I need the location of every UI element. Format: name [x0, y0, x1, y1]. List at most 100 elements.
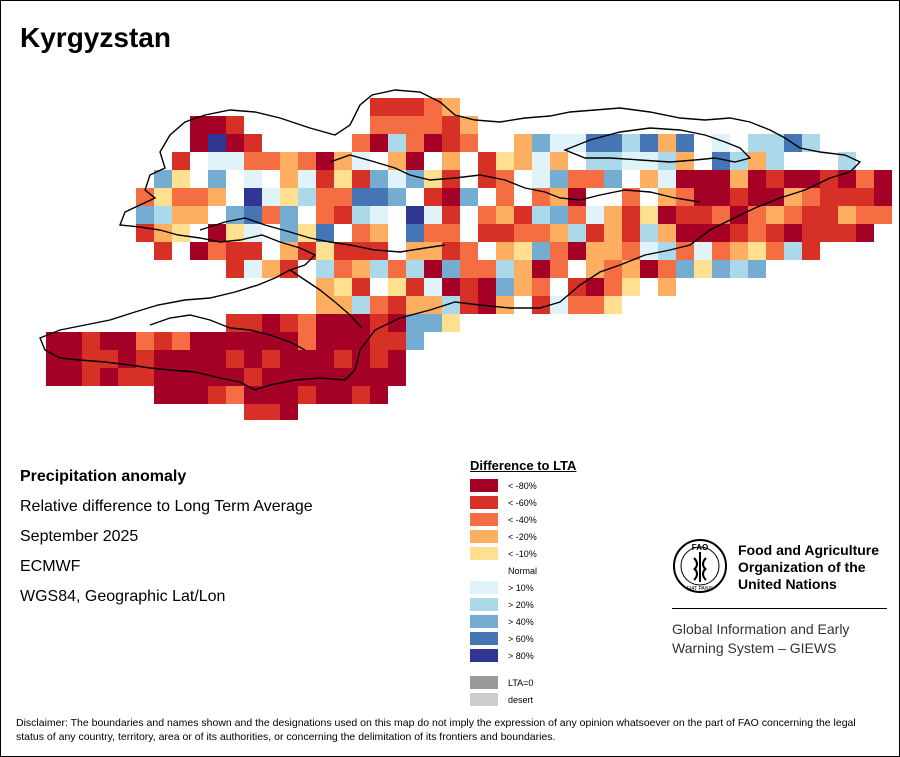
anomaly-cell: [118, 224, 136, 242]
anomaly-cell: [712, 206, 730, 224]
anomaly-cell: [298, 332, 316, 350]
anomaly-cell: [424, 170, 442, 188]
anomaly-cell: [748, 134, 766, 152]
anomaly-cell: [190, 134, 208, 152]
anomaly-cell: [694, 224, 712, 242]
anomaly-cell: [298, 350, 316, 368]
anomaly-cell: [424, 260, 442, 278]
anomaly-cell: [784, 170, 802, 188]
anomaly-cell: [190, 188, 208, 206]
anomaly-cell: [460, 242, 478, 260]
anomaly-cell: [334, 350, 352, 368]
anomaly-cell: [262, 386, 280, 404]
giews-name: Global Information and Early Warning Sys…: [672, 621, 850, 656]
anomaly-cell: [694, 242, 712, 260]
anomaly-cell: [352, 242, 370, 260]
anomaly-cell: [388, 314, 406, 332]
anomaly-cell: [226, 170, 244, 188]
anomaly-cell: [604, 188, 622, 206]
anomaly-cell: [568, 296, 586, 314]
anomaly-cell: [478, 260, 496, 278]
anomaly-cell: [370, 278, 388, 296]
anomaly-cell: [388, 116, 406, 134]
anomaly-cell: [766, 134, 784, 152]
anomaly-cell: [586, 242, 604, 260]
anomaly-cell: [406, 116, 424, 134]
anomaly-cell: [856, 206, 874, 224]
anomaly-cell: [352, 368, 370, 386]
anomaly-cell: [658, 260, 676, 278]
anomaly-cell: [622, 134, 640, 152]
anomaly-cell: [262, 314, 280, 332]
anomaly-cell: [604, 278, 622, 296]
anomaly-cell: [316, 332, 334, 350]
anomaly-cell: [172, 350, 190, 368]
anomaly-cell: [604, 170, 622, 188]
anomaly-cell: [460, 278, 478, 296]
anomaly-cell: [352, 170, 370, 188]
anomaly-cell: [640, 206, 658, 224]
anomaly-cell: [298, 152, 316, 170]
anomaly-cell: [604, 242, 622, 260]
anomaly-cell: [316, 152, 334, 170]
anomaly-cell: [388, 206, 406, 224]
anomaly-cell: [64, 368, 82, 386]
anomaly-cell: [46, 350, 64, 368]
anomaly-cell: [352, 134, 370, 152]
anomaly-cell: [334, 260, 352, 278]
anomaly-cell: [460, 206, 478, 224]
anomaly-cell: [424, 134, 442, 152]
country-boundary: [39, 89, 862, 391]
anomaly-cell: [388, 134, 406, 152]
anomaly-cell: [316, 278, 334, 296]
legend-item-label: > 20%: [508, 599, 534, 610]
anomaly-cell: [334, 242, 352, 260]
anomaly-cell: [514, 278, 532, 296]
anomaly-cell: [280, 170, 298, 188]
anomaly-cell: [514, 260, 532, 278]
anomaly-cell: [532, 260, 550, 278]
anomaly-map: [39, 89, 892, 420]
anomaly-cell: [226, 386, 244, 404]
anomaly-cell: [388, 278, 406, 296]
anomaly-cell: [514, 296, 532, 314]
anomaly-cell: [514, 206, 532, 224]
anomaly-cell: [478, 134, 496, 152]
anomaly-cell: [604, 224, 622, 242]
anomaly-cell: [226, 260, 244, 278]
anomaly-cell: [442, 116, 460, 134]
anomaly-cell: [640, 224, 658, 242]
anomaly-cell: [676, 242, 694, 260]
anomaly-cell: [658, 188, 676, 206]
anomaly-cell: [532, 278, 550, 296]
anomaly-cell: [226, 116, 244, 134]
legend-item-swatch: [470, 496, 498, 509]
anomaly-cell: [694, 260, 712, 278]
anomaly-cell: [568, 206, 586, 224]
anomaly-cell: [406, 332, 424, 350]
anomaly-cell: [784, 242, 802, 260]
anomaly-cell: [874, 170, 892, 188]
info-line-4: WGS84, Geographic Lat/Lon: [20, 588, 226, 605]
anomaly-cell: [496, 170, 514, 188]
legend-extra-item-label: desert: [508, 694, 534, 705]
anomaly-cell: [244, 314, 262, 332]
legend-item-label: > 60%: [508, 633, 534, 644]
fao-emblem-icon: FAO FIAT PANIS: [673, 539, 727, 593]
anomaly-cell: [172, 224, 190, 242]
anomaly-cell: [370, 98, 388, 116]
anomaly-cell: [424, 116, 442, 134]
anomaly-cell: [730, 224, 748, 242]
anomaly-cell: [352, 296, 370, 314]
anomaly-cell: [442, 206, 460, 224]
anomaly-cell: [316, 260, 334, 278]
anomaly-cell: [172, 206, 190, 224]
info-line-3: ECMWF: [20, 558, 81, 575]
anomaly-cell: [550, 152, 568, 170]
anomaly-cell: [712, 242, 730, 260]
anomaly-cell: [244, 350, 262, 368]
emblem-letters: FAO: [692, 543, 708, 552]
anomaly-cell: [190, 386, 208, 404]
anomaly-cell: [352, 278, 370, 296]
anomaly-cell: [568, 224, 586, 242]
